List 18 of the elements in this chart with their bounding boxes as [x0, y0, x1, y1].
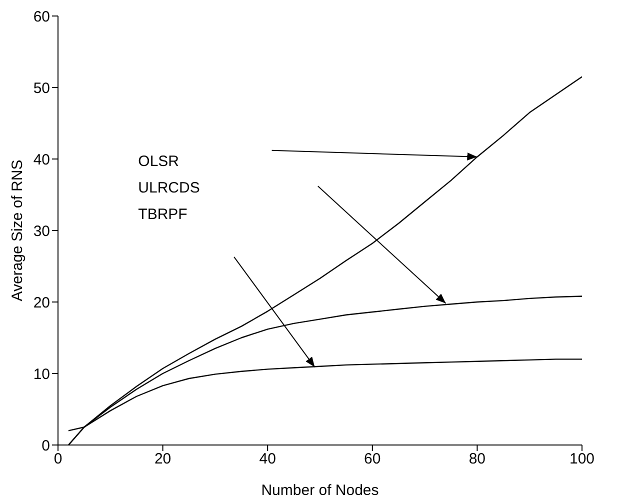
y-tick-label: 10	[33, 366, 50, 383]
x-tick-label: 20	[154, 450, 172, 468]
x-tick-label: 0	[54, 450, 62, 468]
x-tick-label: 100	[569, 450, 595, 468]
x-tick-label: 40	[259, 450, 276, 468]
y-tick-label: 20	[33, 294, 50, 312]
x-tick-label: 60	[364, 450, 381, 468]
y-tick-label: 60	[33, 8, 50, 26]
y-tick-label: 40	[33, 151, 50, 168]
y-axis-title: Average Size of RNS	[9, 160, 26, 302]
y-tick-label: 30	[33, 222, 50, 240]
y-tick-label: 50	[33, 80, 50, 97]
y-tick-label: 0	[42, 437, 50, 454]
annotation: OLSR	[138, 153, 180, 170]
x-axis-title: Number of Nodes	[261, 482, 379, 499]
annotation: ULRCDS	[138, 180, 200, 197]
annotation: TBRPF	[138, 206, 188, 224]
x-tick-label: 80	[468, 450, 486, 468]
